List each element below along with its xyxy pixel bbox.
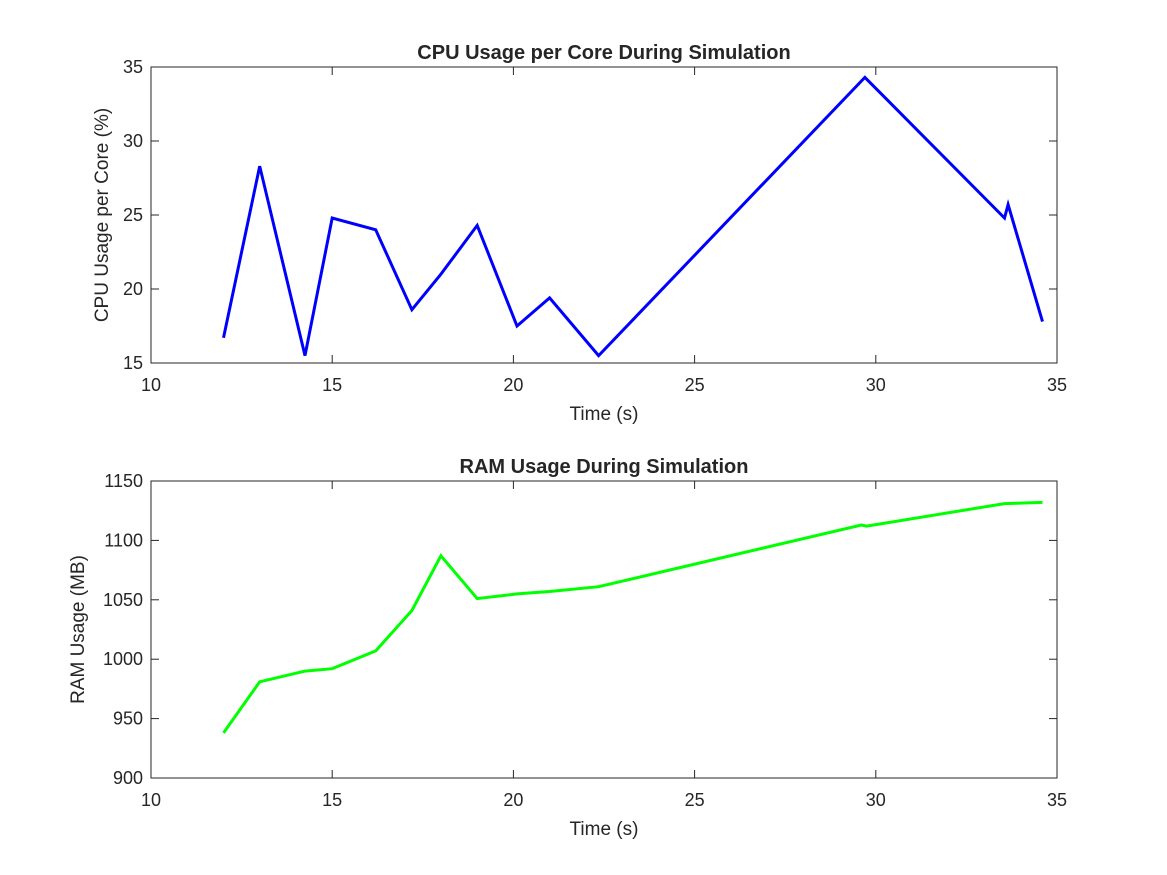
ram-x-tick-label: 20 — [503, 790, 523, 810]
ram-y-tick-label: 900 — [113, 768, 143, 788]
ram-x-tick-label: 25 — [685, 790, 705, 810]
ram-x-tick-label: 15 — [322, 790, 342, 810]
cpu-x-tick-label: 35 — [1047, 375, 1067, 395]
ram-y-tick-label: 1050 — [103, 590, 143, 610]
cpu-axes-box — [150, 66, 1058, 364]
cpu-chart-title: CPU Usage per Core During Simulation — [417, 42, 790, 64]
cpu-y-tick-label: 35 — [123, 57, 143, 77]
cpu-series-line — [222, 75, 1044, 358]
cpu-x-tick-label: 30 — [866, 375, 886, 395]
ram-y-tick-label: 950 — [113, 709, 143, 729]
cpu-y-axis-label: CPU Usage per Core (%) — [92, 108, 113, 322]
cpu-x-tick-label: 25 — [685, 375, 705, 395]
cpu-y-tick-label: 25 — [123, 205, 143, 225]
cpu-y-tick-label: 20 — [123, 279, 143, 299]
cpu-x-tick-label: 15 — [322, 375, 342, 395]
cpu-x-tick-label: 10 — [141, 375, 161, 395]
ram-x-tick-label: 10 — [141, 790, 161, 810]
ram-y-axis-label: RAM Usage (MB) — [68, 555, 89, 704]
cpu-y-tick-label: 15 — [123, 353, 143, 373]
ram-series-line — [222, 500, 1043, 734]
ram-chart-title: RAM Usage During Simulation — [460, 456, 749, 478]
ram-y-tick-label: 1000 — [103, 649, 143, 669]
ram-axes-box — [150, 480, 1058, 779]
cpu-x-axis-label: Time (s) — [570, 404, 639, 425]
cpu-x-tick-label: 20 — [503, 375, 523, 395]
ram-x-tick-label: 30 — [866, 790, 886, 810]
ram-y-tick-label: 1100 — [104, 530, 143, 550]
cpu-y-tick-label: 30 — [123, 131, 143, 151]
ram-x-tick-label: 35 — [1047, 790, 1067, 810]
ram-x-axis-label: Time (s) — [570, 819, 639, 840]
ram-usage-subplot: 10 15 20 25 30 35 900 950 1000 1050 1100 1150 RAM Us… — [68, 456, 1067, 840]
ram-y-tick-label: 1150 — [104, 471, 143, 491]
